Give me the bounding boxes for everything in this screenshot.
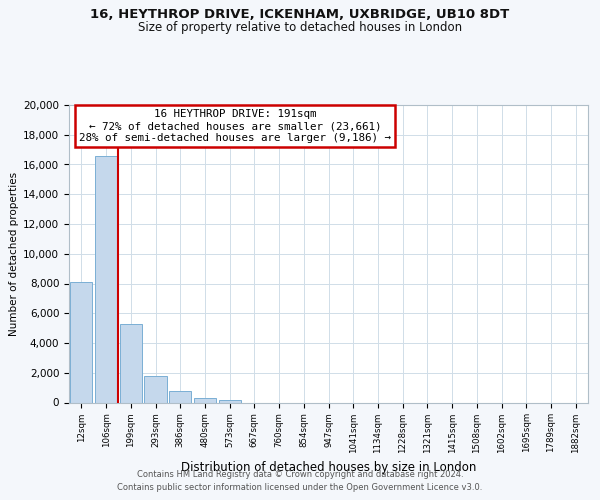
Bar [218, 400, 241, 402]
Text: 16, HEYTHROP DRIVE, ICKENHAM, UXBRIDGE, UB10 8DT: 16, HEYTHROP DRIVE, ICKENHAM, UXBRIDGE, … [91, 8, 509, 20]
Text: Contains HM Land Registry data © Crown copyright and database right 2024.: Contains HM Land Registry data © Crown c… [137, 470, 463, 479]
Text: Size of property relative to detached houses in London: Size of property relative to detached ho… [138, 21, 462, 34]
Bar [70, 282, 92, 403]
Bar [95, 156, 117, 402]
Y-axis label: Number of detached properties: Number of detached properties [9, 172, 19, 336]
Text: 16 HEYTHROP DRIVE: 191sqm  
← 72% of detached houses are smaller (23,661)
28% of: 16 HEYTHROP DRIVE: 191sqm ← 72% of detac… [79, 110, 391, 142]
Bar [119, 324, 142, 402]
X-axis label: Distribution of detached houses by size in London: Distribution of detached houses by size … [181, 461, 476, 474]
Bar [145, 376, 167, 402]
Bar [194, 398, 216, 402]
Text: Contains public sector information licensed under the Open Government Licence v3: Contains public sector information licen… [118, 483, 482, 492]
Bar [169, 390, 191, 402]
